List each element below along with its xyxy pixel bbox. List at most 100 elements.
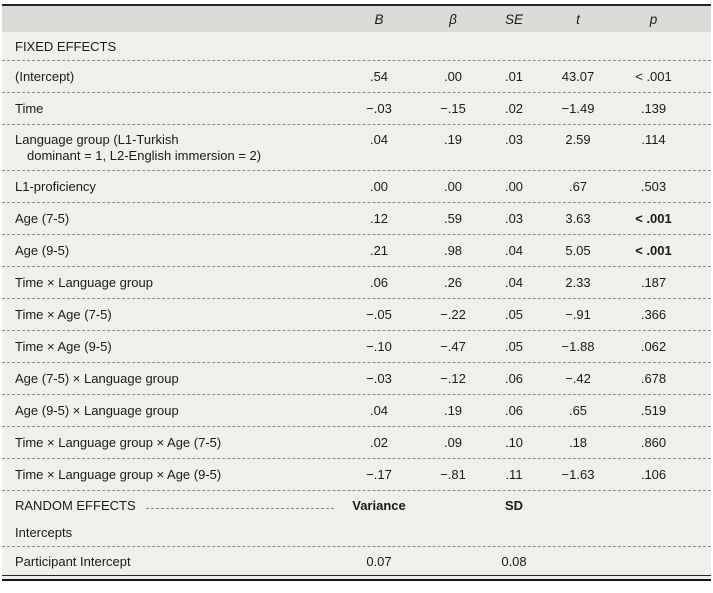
cell-p: .366 — [640, 307, 667, 322]
dashed-leader — [145, 507, 334, 509]
section-fixed-effects: FIXED EFFECTS — [2, 32, 711, 61]
cell-beta: −.12 — [440, 371, 466, 386]
row-label: Age (7-5) × Language group — [15, 371, 179, 386]
row-label: L1-proficiency — [15, 179, 96, 194]
cell-SE: .04 — [504, 275, 524, 290]
section-label: FIXED EFFECTS — [15, 38, 117, 54]
cell-B: .12 — [369, 211, 389, 226]
subsection-intercepts: Intercepts — [2, 519, 711, 547]
row-time-x-language-group: Time × Language group .06 .26 .04 2.33 .… — [2, 267, 711, 299]
row-label: Language group (L1-Turkish dominant = 1,… — [2, 132, 338, 164]
section-label-wrap: RANDOM EFFECTS — [2, 498, 338, 513]
cell-p: .187 — [640, 275, 667, 290]
row-label: Time — [15, 101, 44, 116]
cell-t: 5.05 — [565, 243, 591, 258]
cell-t: .67 — [568, 179, 588, 194]
cell-SE: .11 — [505, 467, 523, 482]
cell-SE: .06 — [504, 371, 524, 386]
section-random-effects: RANDOM EFFECTS Variance SD — [2, 491, 711, 519]
cell-t: 2.59 — [565, 132, 591, 147]
cell-B: .21 — [369, 243, 389, 258]
cell-t: .18 — [568, 435, 588, 450]
row-label: Age (9-5) — [15, 243, 70, 258]
cell-p: .519 — [640, 403, 667, 418]
cell-B: .00 — [369, 179, 389, 194]
cell-beta: −.22 — [440, 307, 466, 322]
row-age-7-5-x-language-group: Age (7-5) × Language group −.03 −.12 .06… — [2, 363, 711, 395]
row-age-9-5-x-language-group: Age (9-5) × Language group .04 .19 .06 .… — [2, 395, 711, 427]
cell-B: −.03 — [366, 101, 392, 116]
cell-SE: .05 — [504, 307, 524, 322]
cell-beta: .19 — [443, 403, 463, 418]
cell-t: −1.49 — [561, 101, 595, 116]
cell-beta: .59 — [443, 211, 463, 226]
row-age-7-5: Age (7-5) .12 .59 .03 3.63 < .001 — [2, 203, 711, 235]
cell-SE: .10 — [504, 435, 524, 450]
cell-beta: −.81 — [440, 467, 466, 482]
sd-column-header: SD — [504, 497, 524, 513]
cell-beta: −.47 — [440, 339, 466, 354]
row-participant-intercept: Participant Intercept 0.07 0.08 — [2, 547, 711, 575]
cell-t: −1.63 — [561, 467, 595, 482]
cell-B: −.10 — [366, 339, 392, 354]
cell-SE: .03 — [504, 211, 524, 226]
cell-SE: .01 — [504, 69, 524, 84]
col-header-beta: β — [449, 11, 457, 27]
cell-t: 3.63 — [565, 211, 591, 226]
cell-SE: .05 — [504, 339, 524, 354]
row-l1-proficiency: L1-proficiency .00 .00 .00 .67 .503 — [2, 171, 711, 203]
mixed-effects-results-table: B β SE t p FIXED EFFECTS (Intercept) .54… — [2, 4, 711, 575]
row-label-line2: dominant = 1, L2-English immersion = 2) — [27, 148, 262, 163]
cell-B: .04 — [369, 132, 389, 147]
cell-p: .503 — [640, 179, 667, 194]
cell-SE: .00 — [504, 179, 524, 194]
cell-SE: .04 — [504, 243, 524, 258]
row-label: Time × Age (7-5) — [15, 307, 112, 322]
cell-B: −.05 — [366, 307, 392, 322]
cell-t: −1.88 — [561, 339, 595, 354]
cell-B: .06 — [369, 275, 389, 290]
cell-t: −.91 — [565, 307, 591, 322]
cell-p: < .001 — [635, 211, 672, 226]
row-time-x-age-9-5: Time × Age (9-5) −.10 −.47 .05 −1.88 .06… — [2, 331, 711, 363]
table-bottom-rule — [2, 575, 711, 581]
cell-B: .54 — [369, 69, 389, 84]
row-label: Time × Language group — [15, 275, 153, 290]
row-label: Time × Language group × Age (9-5) — [15, 467, 222, 482]
variance-column-header: Variance — [352, 497, 406, 513]
col-header-p: p — [649, 11, 658, 27]
cell-p: .114 — [641, 132, 666, 147]
row-label: Age (7-5) — [15, 211, 70, 226]
row-intercept: (Intercept) .54 .00 .01 43.07 < .001 — [2, 61, 711, 93]
section-label: RANDOM EFFECTS — [15, 497, 136, 513]
cell-p: .062 — [640, 339, 667, 354]
cell-p: < .001 — [635, 243, 672, 258]
row-time-x-language-group-x-age-9-5: Time × Language group × Age (9-5) −.17 −… — [2, 459, 711, 491]
cell-p: .139 — [640, 101, 667, 116]
cell-beta: .98 — [443, 243, 463, 258]
table-header: B β SE t p — [2, 6, 711, 32]
cell-p: < .001 — [635, 69, 672, 84]
col-header-B: B — [374, 11, 384, 27]
subsection-label: Intercepts — [15, 525, 73, 540]
cell-beta: −.15 — [440, 101, 466, 116]
cell-beta: .00 — [443, 179, 463, 194]
row-time-x-age-7-5: Time × Age (7-5) −.05 −.22 .05 −.91 .366 — [2, 299, 711, 331]
row-age-9-5: Age (9-5) .21 .98 .04 5.05 < .001 — [2, 235, 711, 267]
col-header-t: t — [576, 11, 580, 27]
row-language-group: Language group (L1-Turkish dominant = 1,… — [2, 125, 711, 171]
row-label-line1: Language group (L1-Turkish — [15, 132, 179, 147]
cell-t: 43.07 — [561, 69, 595, 84]
row-time-x-language-group-x-age-7-5: Time × Language group × Age (7-5) .02 .0… — [2, 427, 711, 459]
cell-B: −.03 — [366, 371, 392, 386]
row-label: Time × Language group × Age (7-5) — [15, 435, 222, 450]
cell-t: −.42 — [565, 371, 591, 386]
cell-SE: .02 — [504, 101, 524, 116]
cell-SE: .03 — [504, 132, 524, 147]
cell-p: .860 — [640, 435, 667, 450]
cell-p: .678 — [640, 371, 667, 386]
cell-t: 2.33 — [565, 275, 591, 290]
row-label: Time × Age (9-5) — [15, 339, 112, 354]
cell-B: .04 — [369, 403, 389, 418]
cell-SE: .06 — [504, 403, 524, 418]
